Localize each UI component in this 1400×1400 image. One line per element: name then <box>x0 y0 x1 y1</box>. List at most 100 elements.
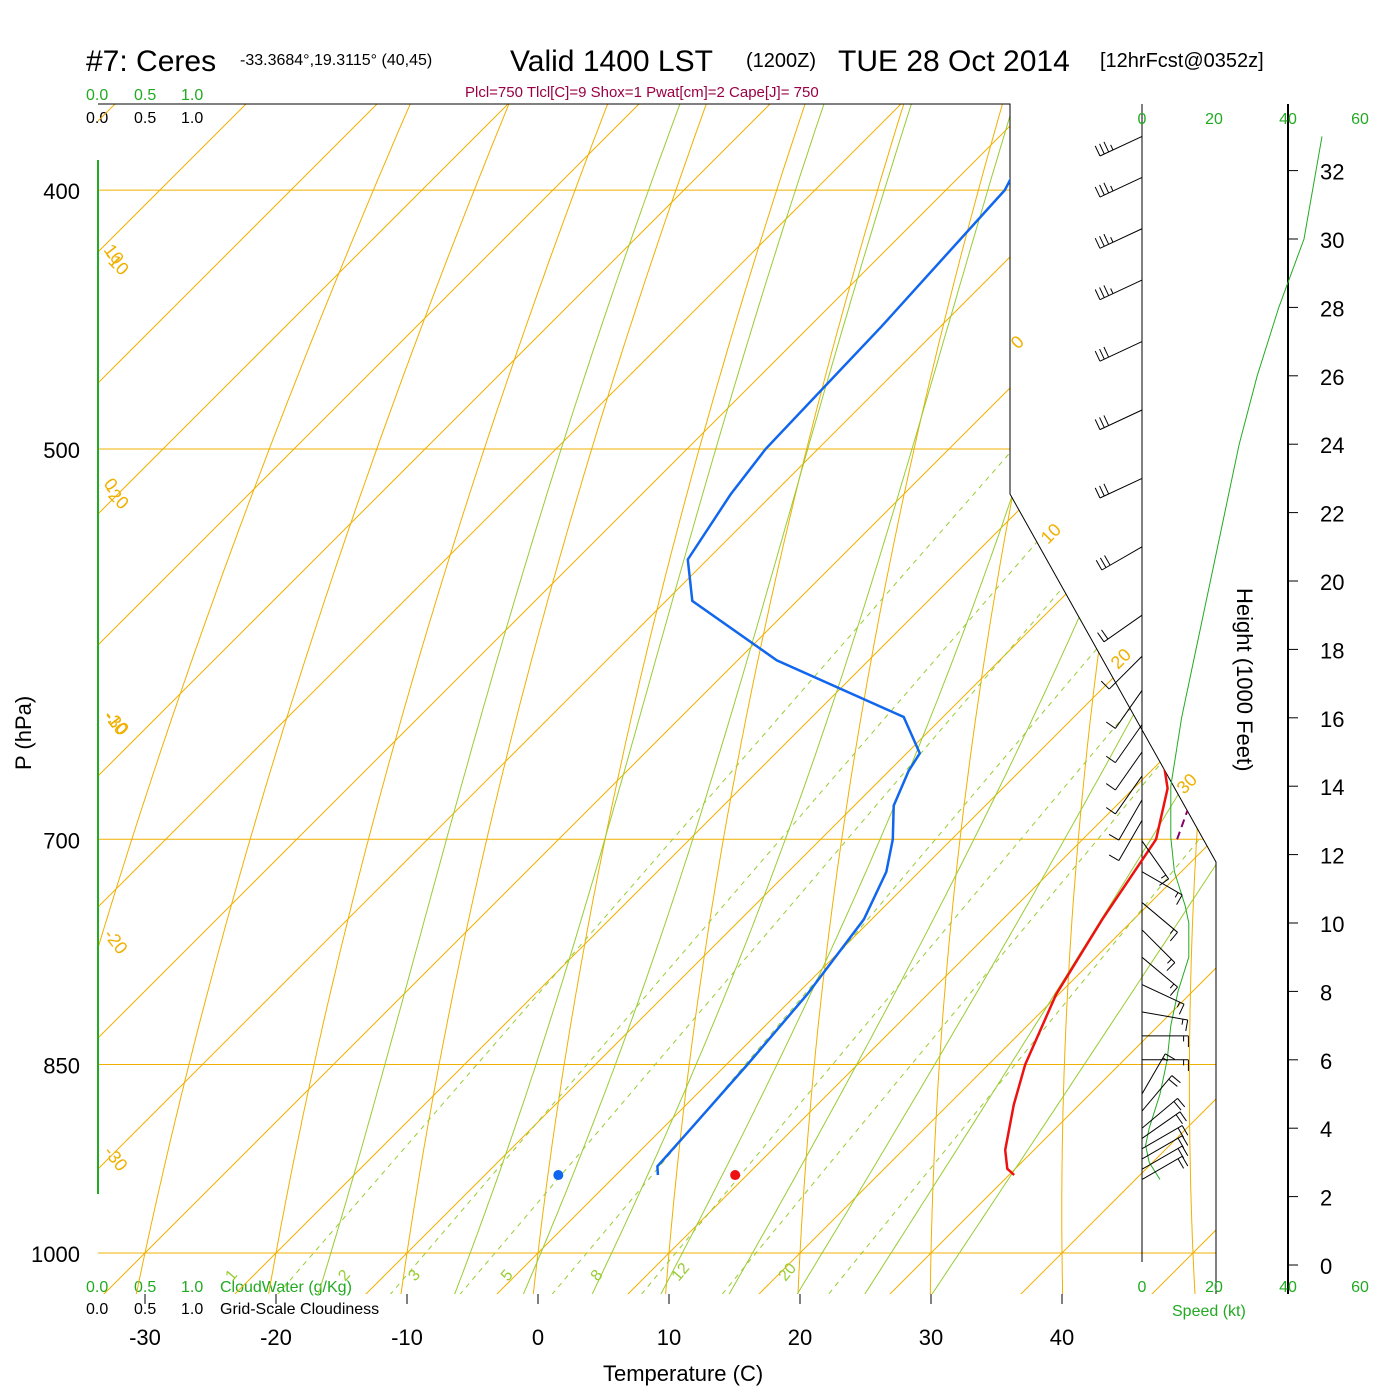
wind-barb <box>1094 279 1143 301</box>
height-tick-label: 2 <box>1320 1186 1332 1211</box>
moist-adiabat-line <box>557 104 1167 1294</box>
wind-barb-flag <box>1103 346 1110 358</box>
dry-adiabat-line <box>256 104 805 1294</box>
wind-barb <box>1141 984 1185 1015</box>
wind-barb-flag <box>1105 783 1116 791</box>
wind-barb-flag <box>1099 557 1107 568</box>
wind-barb-flag <box>1103 233 1110 245</box>
wind-barb-staff <box>1141 929 1176 964</box>
wind-barb-flag <box>1101 629 1109 640</box>
pressure-tick-label: 850 <box>43 1053 80 1078</box>
wind-barb-staff <box>1114 690 1143 729</box>
cloud-scale-bottom-green-2: 1.0 <box>181 1279 203 1296</box>
mixing-ratio-label: 5 <box>498 1267 517 1285</box>
height-tick-label: 0 <box>1320 1254 1332 1279</box>
surface-temperature-dot <box>730 1170 741 1181</box>
cloud-scale-bottom-green-1: 0.5 <box>134 1279 156 1296</box>
wind-barb-staff <box>1114 724 1143 763</box>
wind-barb-half <box>1181 1019 1184 1025</box>
mixing-ratio-line <box>583 189 1216 1294</box>
wind-barb-flag <box>1103 483 1110 495</box>
wind-barb-flag <box>1173 1101 1182 1111</box>
dry-adiabat-line <box>929 104 1216 1294</box>
wind-barb <box>1141 840 1170 886</box>
wind-barb-half <box>1110 288 1114 294</box>
wind-barb-staff <box>1099 135 1143 157</box>
wind-barb <box>1100 655 1143 690</box>
speed-tick-top: 0 <box>1138 111 1147 128</box>
background-lines <box>98 104 1216 1294</box>
wind-barb-flag <box>1094 186 1101 198</box>
wind-barb-flag <box>1164 1053 1176 1060</box>
wind-barb <box>1094 176 1143 198</box>
height-tick-label: 4 <box>1320 1117 1332 1142</box>
isotherm-line <box>98 104 1216 1294</box>
height-tick-label: 22 <box>1320 502 1344 527</box>
wind-barb <box>1141 902 1178 942</box>
wind-barb-staff <box>1141 1145 1183 1170</box>
wind-barb-staff <box>1118 820 1143 861</box>
height-tick-label: 32 <box>1320 160 1344 185</box>
isotherm-line <box>820 104 1216 1294</box>
wind-panel <box>1094 135 1323 1180</box>
mixing-ratio-line <box>771 189 1216 1294</box>
cloud-scale-top-black-1: 0.5 <box>134 110 156 127</box>
wind-barb-flag <box>1177 1137 1185 1149</box>
wind-barb-flag <box>1175 1114 1183 1125</box>
plot-boundary <box>98 103 1217 1294</box>
wind-barb <box>1141 956 1178 996</box>
wind-barb-flag <box>1099 235 1105 247</box>
station-title: #7: Ceres <box>86 45 216 78</box>
height-tick-label: 12 <box>1320 844 1344 869</box>
mixing-ratio-line <box>664 189 1216 1294</box>
valid-time: Valid 1400 LST <box>510 45 713 78</box>
height-tick-label: 6 <box>1320 1049 1332 1074</box>
dry-adiabat-line <box>391 104 893 1294</box>
isotherm-line <box>98 104 1216 1294</box>
wind-barb-half <box>1110 236 1114 243</box>
pressure-tick-label: 700 <box>43 828 80 853</box>
x-axis-title: Temperature (C) <box>603 1361 763 1386</box>
x-tick-label: 0 <box>532 1325 544 1350</box>
wind-barb-flag <box>1099 184 1105 196</box>
isotherm-line <box>951 104 1216 1294</box>
left-adiabat-label: -30 <box>100 1142 132 1175</box>
forecast-info: [12hrFcst@0352z] <box>1100 50 1264 72</box>
wind-barb-flag <box>1099 287 1105 298</box>
station-coords: -33.3684°,19.3115° (40,45) <box>240 52 432 69</box>
wind-barb-flag <box>1108 854 1120 862</box>
cloud-scale-bottom-black-1: 0.5 <box>134 1301 156 1318</box>
wind-barb-half <box>1174 892 1179 898</box>
dry-adiabat-line <box>525 104 981 1294</box>
height-tick-label: 16 <box>1320 707 1344 732</box>
height-tick-label: 18 <box>1320 638 1344 663</box>
wind-barb <box>1142 1035 1189 1048</box>
y-axis-title: P (hPa) <box>11 696 36 770</box>
wind-barb-flag <box>1099 348 1105 360</box>
cloudiness-label: Grid-Scale Cloudiness <box>220 1301 379 1318</box>
wind-barb-flag <box>1166 962 1176 971</box>
wind-barb-staff <box>1141 1125 1183 1150</box>
isotherm-line <box>98 104 968 1294</box>
speed-tick-bottom: 40 <box>1279 1279 1297 1296</box>
wind-barb-flag <box>1169 931 1178 942</box>
wind-barb-staff <box>1118 799 1143 841</box>
pressure-tick-label: 1000 <box>31 1242 80 1267</box>
pressure-tick-label: 400 <box>43 179 80 204</box>
wind-barb <box>1142 1059 1189 1071</box>
height-tick-label: 24 <box>1320 433 1344 458</box>
isotherm-line <box>558 104 1216 1294</box>
isotherm-label: 10 <box>1037 520 1065 548</box>
height-tick-label: 20 <box>1320 570 1344 595</box>
x-tick-label: -20 <box>260 1325 292 1350</box>
wind-barb-staff <box>1141 840 1170 880</box>
wind-barb <box>1108 820 1143 862</box>
x-tick-label: -10 <box>391 1325 423 1350</box>
height-tick-label: 26 <box>1320 365 1344 390</box>
mixing-ratio-line <box>493 189 1216 1294</box>
wind-barb-flag <box>1108 834 1120 841</box>
speed-tick-bottom: 20 <box>1205 1279 1223 1296</box>
wind-barb-flag <box>1103 415 1110 426</box>
